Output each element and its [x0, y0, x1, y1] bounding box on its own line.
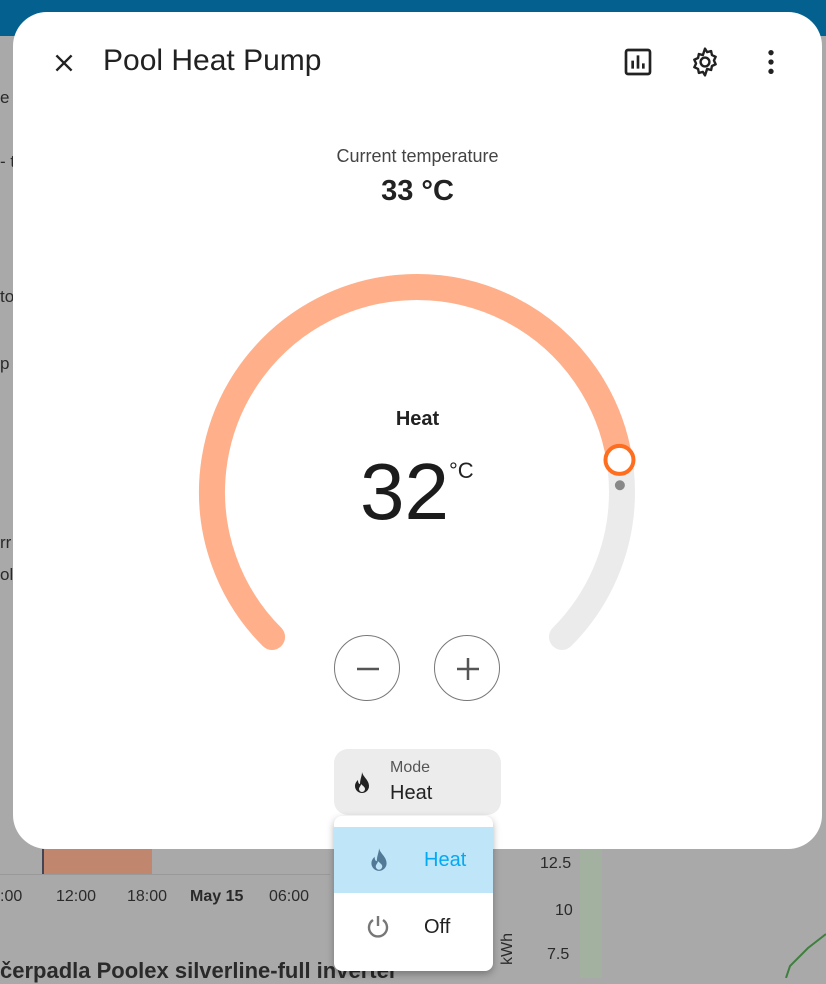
target-temperature: 32	[360, 447, 449, 536]
bg-text: rr	[0, 533, 12, 552]
mode-select[interactable]: Mode Heat	[334, 749, 501, 815]
thermostat-gauge[interactable]	[13, 12, 822, 712]
menu-item-heat[interactable]: Heat	[334, 827, 493, 893]
mode-select-label: Mode	[390, 759, 431, 776]
increase-button[interactable]	[434, 635, 500, 701]
bg-chart-line	[785, 933, 826, 978]
mode-dropdown-menu: Heat Off	[334, 816, 493, 971]
bg-x-tick: 18:00	[127, 888, 168, 905]
bg-y-unit: kWh	[499, 933, 516, 965]
bg-text: ol	[0, 565, 14, 584]
menu-item-off[interactable]: Off	[334, 894, 493, 960]
bg-y-tick: 10	[555, 902, 573, 919]
bg-y-tick: 12.5	[540, 855, 572, 872]
menu-item-label: Heat	[424, 849, 467, 871]
mode-select-value: Heat	[390, 782, 433, 804]
close-icon[interactable]	[51, 50, 77, 76]
bg-text: e	[0, 88, 10, 107]
menu-item-label: Off	[424, 916, 451, 938]
settings-gear-icon[interactable]	[689, 46, 721, 78]
fire-icon	[355, 772, 369, 793]
current-temperature-label: Current temperature	[336, 146, 499, 166]
decrease-button[interactable]	[334, 635, 400, 701]
fire-icon	[371, 848, 387, 871]
bg-x-tick: 06:00	[269, 888, 310, 905]
power-icon	[367, 916, 389, 938]
bg-axis-line	[0, 874, 330, 875]
bg-text: - t	[0, 152, 16, 171]
more-info-dialog: Pool Heat Pump Current temperature 33 °C…	[13, 12, 822, 849]
bg-timeline-bar	[42, 849, 152, 874]
bg-x-tick: May 15	[190, 888, 244, 905]
history-chart-icon[interactable]	[622, 46, 654, 78]
minus-icon	[357, 667, 379, 671]
hvac-action-label: Heat	[395, 408, 440, 430]
current-temperature-value: 33 °C	[381, 175, 454, 207]
bg-text: p	[0, 354, 10, 373]
bg-chart-band	[580, 849, 602, 978]
bg-text: to	[0, 287, 15, 306]
target-handle[interactable]	[603, 443, 636, 476]
bg-x-tick: 12:00	[56, 888, 97, 905]
plus-icon	[457, 658, 479, 680]
dialog-title: Pool Heat Pump	[103, 44, 322, 77]
target-unit: °C	[449, 458, 474, 483]
bg-x-tick: :00	[0, 888, 23, 905]
more-vert-icon[interactable]	[755, 46, 787, 78]
bg-y-tick: 7.5	[547, 946, 570, 963]
current-temperature-dot	[614, 480, 625, 491]
gauge-target-arc	[199, 274, 633, 650]
